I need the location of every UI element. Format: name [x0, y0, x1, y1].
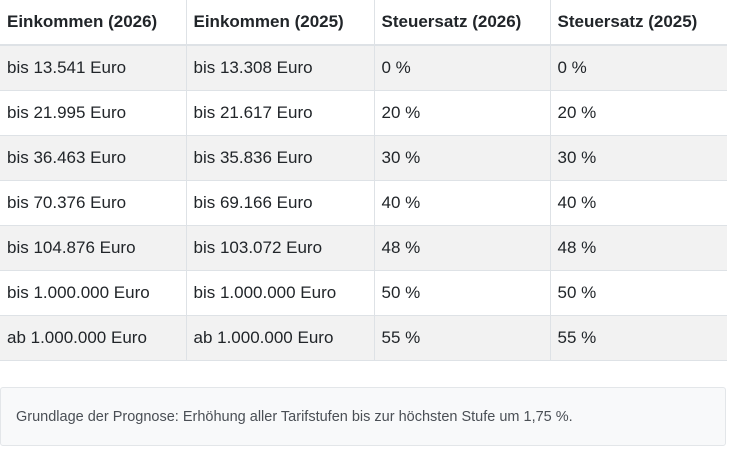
cell-rate-2025: 50 %	[549, 270, 727, 316]
cell-income-2025: bis 69.166 Euro	[185, 180, 374, 226]
table-row: bis 21.995 Euro bis 21.617 Euro 20 % 20 …	[0, 90, 727, 136]
table-row: bis 36.463 Euro bis 35.836 Euro 30 % 30 …	[0, 135, 727, 181]
cell-income-2025: ab 1.000.000 Euro	[185, 315, 374, 361]
table-row: ab 1.000.000 Euro ab 1.000.000 Euro 55 %…	[0, 315, 727, 361]
table-row: bis 104.876 Euro bis 103.072 Euro 48 % 4…	[0, 225, 727, 271]
cell-rate-2025: 40 %	[549, 180, 727, 226]
cell-income-2025: bis 35.836 Euro	[185, 135, 374, 181]
header-income-2025: Einkommen (2025)	[185, 0, 374, 46]
cell-income-2025: bis 13.308 Euro	[185, 44, 374, 91]
cell-income-2025: bis 103.072 Euro	[185, 225, 374, 271]
header-rate-2026: Steuersatz (2026)	[373, 0, 550, 46]
cell-rate-2026: 40 %	[373, 180, 550, 226]
table-body: bis 13.541 Euro bis 13.308 Euro 0 % 0 % …	[0, 44, 727, 361]
cell-income-2025: bis 21.617 Euro	[185, 90, 374, 136]
forecast-note-text: Grundlage der Prognose: Erhöhung aller T…	[16, 408, 573, 425]
cell-income-2026: bis 104.876 Euro	[0, 225, 186, 271]
cell-rate-2025: 0 %	[549, 44, 727, 91]
cell-rate-2025: 20 %	[549, 90, 727, 136]
cell-rate-2026: 20 %	[373, 90, 550, 136]
cell-income-2025: bis 1.000.000 Euro	[185, 270, 374, 316]
cell-income-2026: bis 21.995 Euro	[0, 90, 186, 136]
tax-rate-table: Einkommen (2026) Einkommen (2025) Steuer…	[0, 0, 727, 361]
cell-income-2026: bis 70.376 Euro	[0, 180, 186, 226]
cell-rate-2025: 55 %	[549, 315, 727, 361]
cell-rate-2026: 30 %	[373, 135, 550, 181]
table-row: bis 13.541 Euro bis 13.308 Euro 0 % 0 %	[0, 44, 727, 91]
cell-rate-2025: 30 %	[549, 135, 727, 181]
cell-income-2026: bis 1.000.000 Euro	[0, 270, 186, 316]
cell-income-2026: ab 1.000.000 Euro	[0, 315, 186, 361]
cell-income-2026: bis 36.463 Euro	[0, 135, 186, 181]
forecast-note: Grundlage der Prognose: Erhöhung aller T…	[0, 387, 726, 446]
table-header: Einkommen (2026) Einkommen (2025) Steuer…	[0, 0, 727, 46]
cell-rate-2026: 48 %	[373, 225, 550, 271]
cell-rate-2026: 50 %	[373, 270, 550, 316]
cell-rate-2026: 55 %	[373, 315, 550, 361]
header-row: Einkommen (2026) Einkommen (2025) Steuer…	[0, 0, 727, 46]
table-row: bis 70.376 Euro bis 69.166 Euro 40 % 40 …	[0, 180, 727, 226]
header-income-2026: Einkommen (2026)	[0, 0, 186, 46]
cell-income-2026: bis 13.541 Euro	[0, 44, 186, 91]
header-rate-2025: Steuersatz (2025)	[549, 0, 727, 46]
table-row: bis 1.000.000 Euro bis 1.000.000 Euro 50…	[0, 270, 727, 316]
cell-rate-2026: 0 %	[373, 44, 550, 91]
cell-rate-2025: 48 %	[549, 225, 727, 271]
